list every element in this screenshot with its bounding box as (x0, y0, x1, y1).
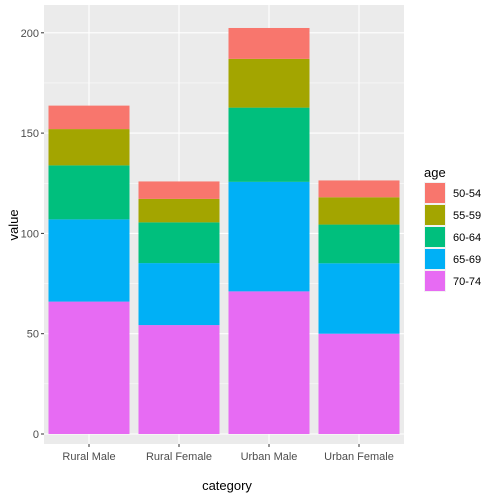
bar-segment (228, 181, 310, 292)
legend-label: 70-74 (453, 276, 481, 288)
legend-swatch (425, 227, 445, 247)
bar-segment (228, 27, 310, 59)
y-tick-label: 150 (21, 128, 39, 140)
bar-segment (138, 263, 220, 326)
bar-segment (228, 291, 310, 434)
y-tick-label: 0 (33, 429, 39, 441)
bar-segment (138, 198, 220, 223)
y-tick-label: 200 (21, 28, 39, 40)
bar-segment (318, 180, 400, 198)
legend-swatch (425, 205, 445, 225)
bar-segment (48, 165, 130, 220)
y-tick-label: 100 (21, 228, 39, 240)
legend-label: 50-54 (453, 188, 481, 200)
bar-segment (138, 325, 220, 434)
bar-segment (318, 333, 400, 434)
ticks-layer: 0 50 100 150 200 Rural Male Rural Female Urban … (21, 28, 394, 463)
bar-segment (228, 107, 310, 182)
bar-segment (318, 263, 400, 334)
legend-title: age (424, 165, 446, 180)
legend-label: 55-59 (453, 210, 481, 222)
legend-label: 60-64 (453, 232, 481, 244)
bar-segment (318, 197, 400, 225)
legend-swatch (425, 249, 445, 269)
bar-segment (138, 222, 220, 264)
bars-layer (48, 27, 400, 434)
bar-segment (318, 224, 400, 264)
legend: age 50-54 55-59 60-64 65-69 70-74 (424, 165, 481, 292)
bar-segment (228, 58, 310, 108)
legend-label: 65-69 (453, 254, 481, 266)
bar-segment (48, 129, 130, 166)
x-axis-title: category (202, 478, 252, 493)
x-tick-label: Urban Male (241, 451, 298, 463)
y-axis-title: value (6, 209, 21, 240)
x-tick-label: Rural Female (146, 451, 212, 463)
legend-swatch (425, 183, 445, 203)
bar-segment (138, 181, 220, 199)
bar-segment (48, 105, 130, 130)
y-tick-label: 50 (27, 329, 39, 341)
x-tick-label: Urban Female (324, 451, 394, 463)
x-tick-label: Rural Male (62, 451, 115, 463)
bar-segment (48, 301, 130, 434)
bar-segment (48, 219, 130, 302)
legend-swatch (425, 271, 445, 291)
